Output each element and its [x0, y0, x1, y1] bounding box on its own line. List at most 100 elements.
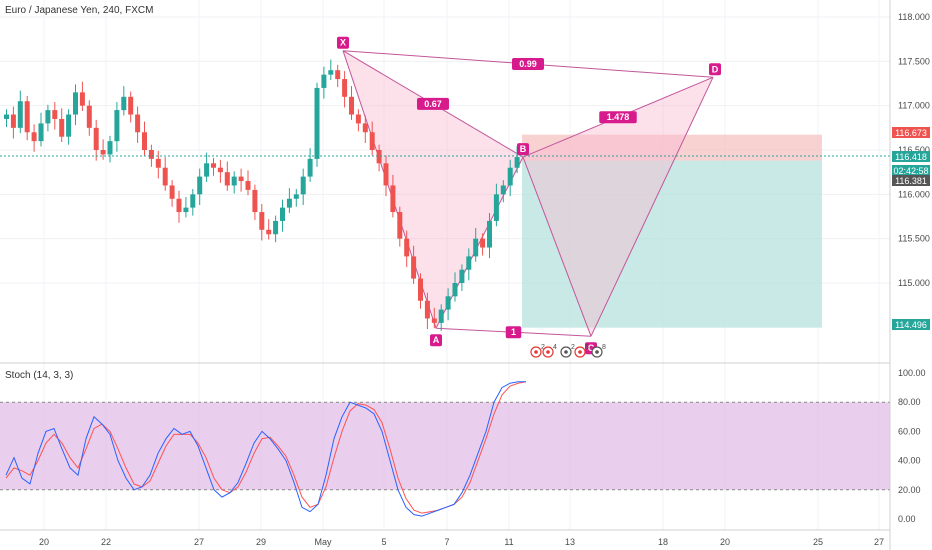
candle-body[interactable] [107, 141, 113, 155]
candle-body[interactable] [404, 238, 410, 257]
price-badge [892, 151, 930, 162]
candle-body[interactable] [10, 114, 16, 128]
stoch-tick-label: 40.00 [898, 456, 921, 466]
candle-body[interactable] [245, 181, 251, 190]
candle-body[interactable] [252, 189, 258, 213]
candle-body[interactable] [128, 96, 134, 115]
candle-body[interactable] [238, 176, 244, 182]
candle-body[interactable] [335, 70, 341, 80]
candle-body[interactable] [342, 79, 348, 97]
stoch-k-line[interactable] [5, 381, 526, 517]
candle-body[interactable] [197, 176, 203, 195]
candle-body[interactable] [45, 110, 51, 124]
pattern-line-bc[interactable] [522, 156, 592, 337]
candle-body[interactable] [445, 296, 451, 310]
candle-body[interactable] [142, 132, 147, 150]
event-icons[interactable]: 2 4 2 8 8 [530, 344, 606, 358]
candle-body[interactable] [424, 300, 430, 319]
candle-body[interactable] [355, 114, 361, 124]
candle-body[interactable] [31, 132, 37, 142]
candle-body[interactable] [24, 101, 30, 133]
price-axis[interactable]: 118.000 117.500 117.000 116.500 116.000 115.5… [898, 12, 930, 288]
candle-body[interactable] [52, 110, 58, 119]
candle-body[interactable] [307, 158, 313, 177]
point-label-a: A [433, 335, 440, 345]
event-icon-earnings[interactable]: 8 [574, 344, 589, 358]
time-tick-label: 13 [565, 537, 575, 547]
candle-body[interactable] [204, 163, 210, 177]
candle-body[interactable] [314, 87, 320, 159]
candle-body[interactable] [135, 114, 141, 133]
candle-body[interactable] [100, 150, 106, 155]
candle-body[interactable] [493, 194, 499, 221]
candle-body[interactable] [411, 256, 417, 279]
candle-body[interactable] [300, 176, 306, 195]
pattern-line-cd[interactable] [590, 77, 714, 337]
candle-body[interactable] [66, 114, 72, 137]
candle-body[interactable] [328, 70, 334, 75]
event-icon-split[interactable]: 8 [591, 344, 606, 358]
candle-body[interactable] [73, 92, 78, 115]
candle-body[interactable] [480, 238, 486, 248]
candle-body[interactable] [390, 185, 396, 213]
candle-body[interactable] [397, 212, 403, 239]
candle-body[interactable] [59, 118, 65, 137]
pattern-triangle-xab[interactable] [343, 50, 523, 329]
candle-body[interactable] [487, 220, 492, 248]
candle-body[interactable] [362, 123, 368, 133]
event-icon-dividend[interactable]: 2 [530, 344, 545, 358]
candle-body[interactable] [431, 318, 437, 323]
pattern-triangle-bcd[interactable] [523, 77, 713, 337]
candle-body[interactable] [376, 150, 382, 164]
candle-body[interactable] [280, 207, 285, 221]
candle-body[interactable] [162, 167, 168, 186]
candle-body[interactable] [466, 256, 472, 270]
candle-body[interactable] [514, 157, 520, 168]
candle-body[interactable] [169, 185, 175, 199]
candle-body[interactable] [507, 167, 513, 186]
candle-body[interactable] [259, 212, 265, 230]
price-badge-label: 02:42:58 [893, 166, 928, 176]
candle-body[interactable] [176, 198, 182, 213]
candle-body[interactable] [190, 194, 196, 208]
candle-body[interactable] [473, 238, 479, 257]
stoch-tick-label: 100.00 [898, 368, 926, 378]
candle-body[interactable] [4, 114, 9, 119]
candle-body[interactable] [114, 110, 120, 142]
candle-body[interactable] [217, 167, 223, 173]
candle-body[interactable] [79, 92, 85, 106]
take-profit-zone[interactable] [522, 160, 822, 328]
candle-body[interactable] [121, 96, 127, 111]
price-tick-label: 117.500 [898, 56, 930, 66]
candle-body[interactable] [17, 101, 23, 128]
candle-body[interactable] [224, 172, 230, 186]
candle-body[interactable] [500, 185, 506, 195]
candle-body[interactable] [266, 229, 272, 235]
candle-body[interactable] [418, 278, 423, 301]
candle-body[interactable] [383, 163, 389, 186]
candle-body[interactable] [86, 105, 92, 128]
candle-body[interactable] [38, 123, 44, 142]
candle-body[interactable] [155, 158, 161, 168]
candle-body[interactable] [148, 150, 154, 159]
candle-body[interactable] [211, 163, 216, 168]
candle-body[interactable] [452, 283, 458, 297]
candle-body[interactable] [369, 132, 375, 150]
candle-body[interactable] [293, 194, 299, 199]
stoch-axis[interactable]: 100.00 80.00 60.00 40.00 20.00 0.00 [898, 368, 926, 524]
candle-body[interactable] [231, 176, 237, 186]
time-axis[interactable]: 20 22 27 29 May 5 7 11 13 18 20 25 27 [39, 537, 884, 547]
candle-body[interactable] [286, 198, 292, 208]
candle-body[interactable] [459, 269, 465, 283]
candle-body[interactable] [438, 309, 444, 323]
candle-body[interactable] [93, 127, 99, 150]
event-icon-earnings[interactable]: 4 [542, 344, 557, 358]
candle-body[interactable] [321, 74, 327, 88]
candle-body[interactable] [273, 220, 279, 235]
candle-body[interactable] [183, 207, 189, 213]
event-icon-split[interactable]: 2 [560, 344, 575, 358]
stoch-tick-label: 80.00 [898, 397, 921, 407]
candle-body[interactable] [349, 96, 354, 115]
